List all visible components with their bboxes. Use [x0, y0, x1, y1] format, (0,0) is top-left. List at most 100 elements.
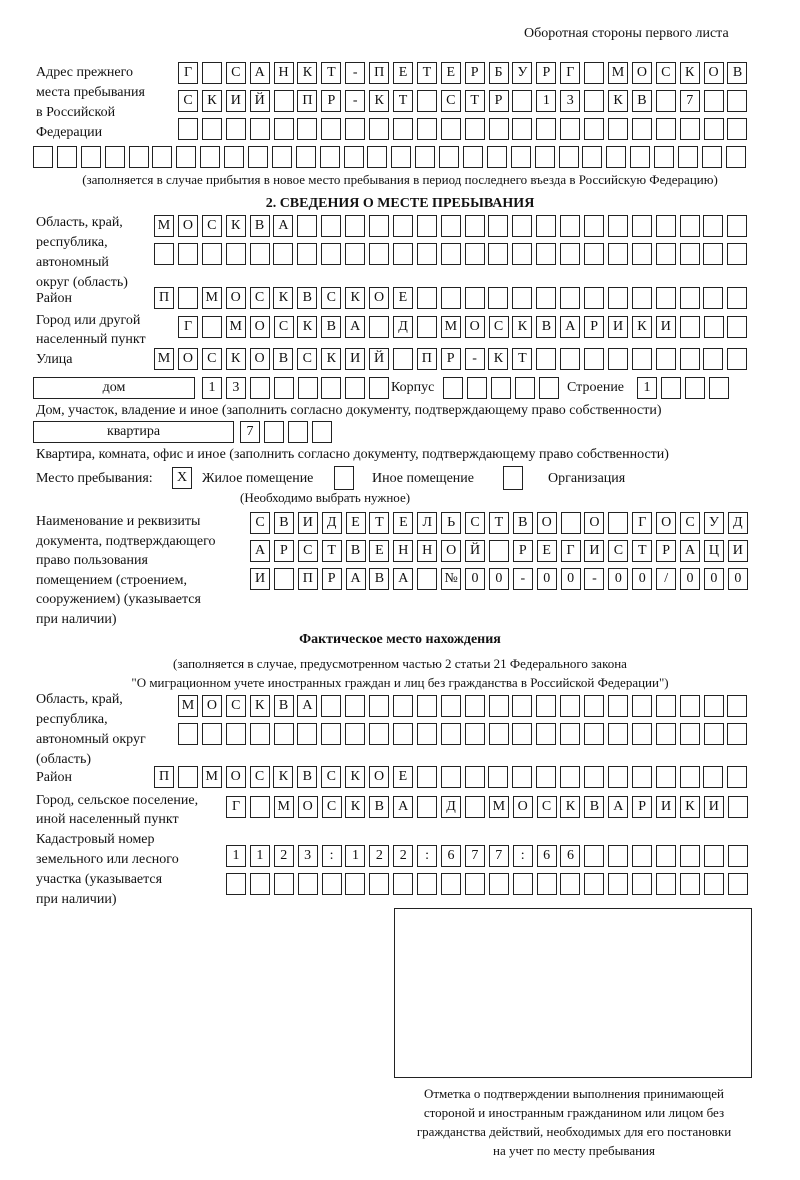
- char-cell[interactable]: [560, 723, 581, 745]
- char-cell[interactable]: 7: [464, 845, 485, 867]
- char-cell[interactable]: А: [345, 568, 366, 590]
- char-cell[interactable]: С: [178, 90, 198, 112]
- char-cell[interactable]: [463, 146, 484, 168]
- char-cell[interactable]: О: [703, 62, 724, 84]
- char-cell[interactable]: 6: [560, 845, 581, 867]
- char-cell[interactable]: [321, 695, 342, 717]
- char-cell[interactable]: [345, 873, 366, 895]
- char-cell[interactable]: 0: [608, 568, 629, 590]
- char-cell[interactable]: О: [297, 796, 318, 818]
- char-cell[interactable]: [393, 873, 414, 895]
- char-cell[interactable]: С: [225, 62, 246, 84]
- char-cell[interactable]: Р: [321, 568, 342, 590]
- char-cell[interactable]: А: [250, 540, 270, 562]
- char-cell[interactable]: [464, 695, 485, 717]
- char-cell[interactable]: [321, 243, 342, 265]
- char-cell[interactable]: У: [703, 512, 724, 534]
- char-cell[interactable]: [679, 873, 700, 895]
- char-cell[interactable]: Р: [512, 540, 533, 562]
- char-cell[interactable]: [536, 723, 557, 745]
- char-cell[interactable]: 7: [679, 90, 700, 112]
- char-cell[interactable]: 7: [488, 845, 509, 867]
- char-cell[interactable]: [393, 695, 414, 717]
- char-cell[interactable]: В: [345, 540, 366, 562]
- char-cell[interactable]: [655, 118, 676, 140]
- char-cell[interactable]: [727, 796, 748, 818]
- char-cell[interactable]: С: [440, 90, 461, 112]
- char-cell[interactable]: А: [560, 316, 581, 338]
- char-cell[interactable]: [440, 695, 461, 717]
- char-cell[interactable]: К: [297, 62, 318, 84]
- char-cell[interactable]: [536, 695, 557, 717]
- char-cell[interactable]: И: [250, 568, 270, 590]
- char-cell[interactable]: [607, 348, 628, 370]
- char-cell[interactable]: С: [225, 695, 246, 717]
- char-cell[interactable]: :: [321, 845, 342, 867]
- char-cell[interactable]: [536, 118, 557, 140]
- char-cell[interactable]: [439, 146, 460, 168]
- char-cell[interactable]: Л: [417, 512, 438, 534]
- char-cell[interactable]: [727, 243, 748, 265]
- char-cell[interactable]: [679, 348, 700, 370]
- char-cell[interactable]: В: [727, 62, 748, 84]
- char-cell[interactable]: [512, 90, 533, 112]
- char-cell[interactable]: [584, 766, 605, 788]
- char-cell[interactable]: [416, 766, 437, 788]
- char-cell[interactable]: 6: [536, 845, 557, 867]
- char-cell[interactable]: [345, 723, 366, 745]
- char-cell[interactable]: 2: [393, 845, 414, 867]
- char-cell[interactable]: К: [273, 766, 294, 788]
- char-cell[interactable]: О: [369, 766, 390, 788]
- char-cell[interactable]: [201, 243, 222, 265]
- char-cell[interactable]: [369, 873, 390, 895]
- char-cell[interactable]: -: [512, 568, 533, 590]
- char-cell[interactable]: [225, 723, 246, 745]
- char-cell[interactable]: [727, 287, 748, 309]
- char-cell[interactable]: [512, 695, 533, 717]
- char-cell[interactable]: И: [297, 512, 318, 534]
- char-cell[interactable]: [727, 766, 748, 788]
- char-cell[interactable]: [582, 146, 603, 168]
- char-cell[interactable]: [684, 377, 705, 399]
- char-cell[interactable]: [703, 348, 724, 370]
- char-cell[interactable]: [560, 766, 581, 788]
- char-cell[interactable]: К: [321, 348, 342, 370]
- char-cell[interactable]: [273, 873, 294, 895]
- char-cell[interactable]: [345, 118, 366, 140]
- char-cell[interactable]: [631, 118, 652, 140]
- char-cell[interactable]: Т: [321, 62, 342, 84]
- char-cell[interactable]: [512, 873, 533, 895]
- char-cell[interactable]: [727, 348, 748, 370]
- char-cell[interactable]: [177, 287, 198, 309]
- char-cell[interactable]: [727, 316, 748, 338]
- char-cell[interactable]: [249, 796, 270, 818]
- char-cell[interactable]: Д: [393, 316, 414, 338]
- char-cell[interactable]: П: [369, 62, 390, 84]
- char-cell[interactable]: С: [249, 766, 270, 788]
- char-cell[interactable]: [369, 316, 390, 338]
- char-cell[interactable]: Е: [369, 540, 390, 562]
- char-cell[interactable]: П: [297, 568, 318, 590]
- char-cell[interactable]: [488, 723, 509, 745]
- char-cell[interactable]: [679, 243, 700, 265]
- char-cell[interactable]: В: [369, 796, 390, 818]
- char-cell[interactable]: [631, 723, 652, 745]
- char-cell[interactable]: Т: [488, 512, 509, 534]
- char-cell[interactable]: 1: [226, 845, 246, 867]
- char-cell[interactable]: К: [345, 287, 366, 309]
- char-cell[interactable]: [534, 146, 555, 168]
- char-cell[interactable]: [321, 723, 342, 745]
- char-cell[interactable]: Ц: [703, 540, 724, 562]
- char-cell[interactable]: [393, 118, 414, 140]
- korpus-row[interactable]: [443, 377, 559, 399]
- char-cell[interactable]: [321, 377, 342, 399]
- char-cell[interactable]: [727, 90, 748, 112]
- char-cell[interactable]: С: [297, 348, 318, 370]
- char-cell[interactable]: [464, 215, 485, 237]
- char-cell[interactable]: Е: [392, 766, 413, 788]
- char-cell[interactable]: П: [297, 90, 318, 112]
- char-cell[interactable]: [703, 316, 724, 338]
